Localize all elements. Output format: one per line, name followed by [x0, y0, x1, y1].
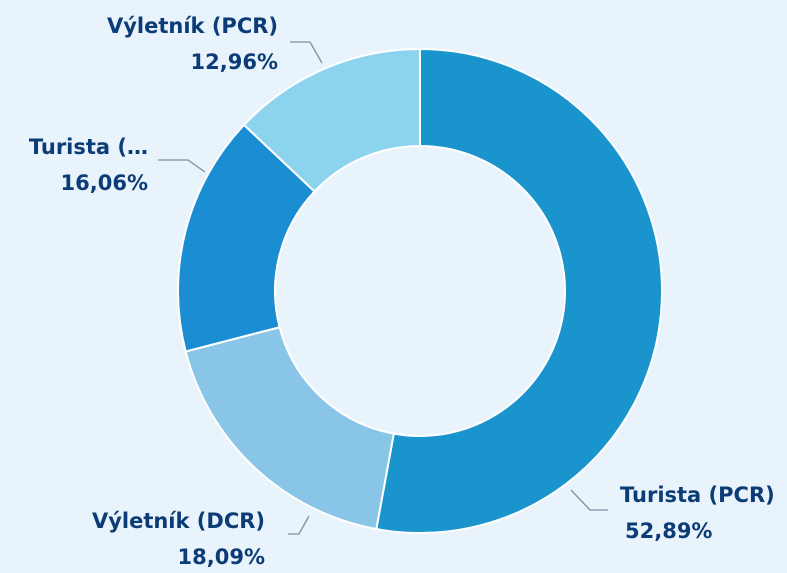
leader-line: [570, 489, 608, 511]
slice-label: Výletník (PCR): [107, 14, 278, 38]
slice-value-label: 18,09%: [178, 545, 265, 569]
slice-value-label: 16,06%: [61, 171, 148, 195]
donut-slice: [242, 47, 421, 193]
slice-value-label: 52,89%: [625, 519, 712, 543]
donut-slice: [375, 47, 663, 534]
slice-label: Výletník (DCR): [92, 509, 265, 533]
leader-line: [288, 515, 310, 535]
slice-value-label: 12,96%: [191, 50, 278, 74]
slice-label: Turista (PCR): [620, 483, 775, 507]
slice-label: Turista (…: [29, 135, 148, 159]
leader-line: [158, 159, 206, 173]
donut-slice: [184, 326, 395, 531]
leader-line: [290, 41, 323, 64]
